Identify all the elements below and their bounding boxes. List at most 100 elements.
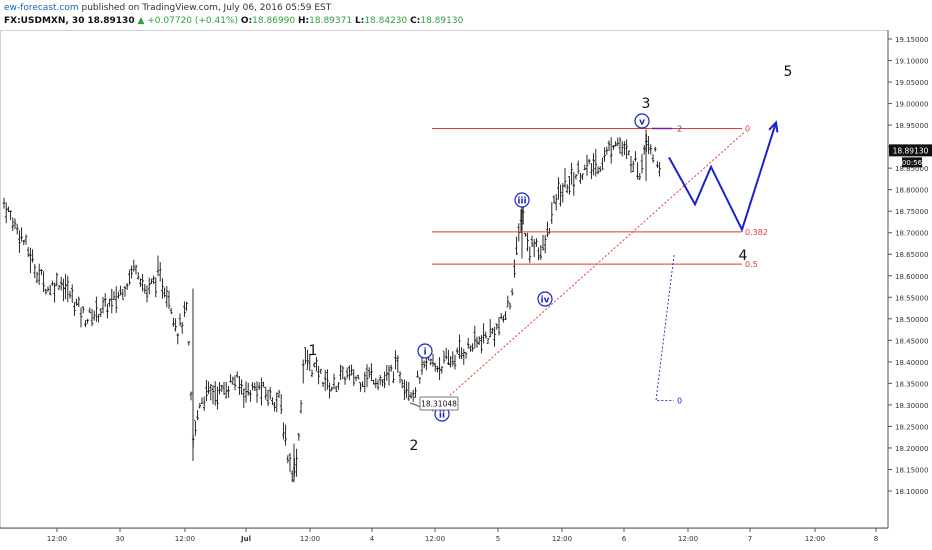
ohlc-bar: [462, 348, 466, 365]
ohlc-bar: [143, 284, 147, 294]
price-tag-label: 18.89130: [893, 146, 929, 155]
ohlc-bar: [15, 223, 19, 235]
high-label: H:: [298, 16, 310, 26]
ohlc-bar: [211, 385, 215, 405]
ohlc-bar: [387, 365, 391, 386]
ohlc-bar: [222, 381, 226, 396]
ohlc-bar: [310, 369, 314, 378]
ohlc-bar: [121, 289, 125, 300]
wave-circle: [634, 113, 650, 129]
x-tick-label: 7: [748, 535, 752, 543]
x-tick-label: 12:00: [425, 535, 445, 543]
ohlc-bar: [367, 367, 371, 378]
ohlc-bar: [629, 155, 633, 173]
ohlc-bar: [506, 295, 510, 308]
ohlc-bar: [271, 397, 274, 405]
price-change: +0.07720 (+0.41%): [147, 16, 239, 26]
x-tick-label: 30: [116, 535, 125, 543]
x-tick-label: 12:00: [678, 535, 698, 543]
ohlc-bar: [323, 370, 327, 391]
projection-tag: 2: [677, 125, 682, 134]
ohlc-bar: [198, 402, 202, 409]
ohlc-bar: [51, 280, 54, 286]
ohlc-bar: [334, 385, 338, 393]
ohlc-bar: [640, 154, 644, 174]
ohlc-bar: [365, 364, 369, 388]
ohlc-bar: [590, 162, 593, 179]
ohlc-bar: [444, 347, 448, 360]
ohlc-bar: [227, 385, 230, 398]
ohlc-bar: [224, 381, 228, 399]
ohlc-bar: [486, 337, 490, 345]
ohlc-bar: [268, 387, 272, 400]
ohlc-bar: [319, 368, 323, 375]
ohlc-bar: [139, 278, 142, 287]
ohlc-bar: [339, 364, 342, 381]
ohlc-bar: [607, 140, 611, 151]
ohlc-bar: [658, 162, 661, 177]
ohlc-bar: [422, 360, 426, 369]
ohlc-bar: [515, 236, 518, 256]
ohlc-bar: [557, 177, 560, 200]
wave-label-major: 3: [642, 96, 651, 112]
wave-label-major: 4: [739, 248, 748, 264]
ohlc-bar: [130, 265, 133, 279]
ohlc-bar: [288, 453, 292, 473]
ohlc-bar: [275, 392, 279, 413]
ohlc-bar: [22, 239, 26, 245]
x-tick-label: 4: [370, 535, 375, 543]
ohlc-bar: [257, 382, 261, 391]
x-tick-label: 12:00: [300, 535, 320, 543]
ohlc-bar: [354, 376, 358, 382]
ohlc-bar: [438, 357, 441, 380]
ohlc-bar: [455, 347, 459, 355]
ohlc-bar: [513, 259, 516, 278]
ohlc-bar: [306, 349, 309, 371]
ohlc-bar: [471, 343, 474, 352]
ohlc-bar: [383, 371, 386, 389]
ohlc-bar: [117, 291, 120, 299]
ohlc-bar: [95, 296, 98, 322]
timer-tag-label: 00:56: [902, 159, 923, 167]
ohlc-bar: [601, 157, 604, 170]
projection-path: [668, 122, 777, 233]
ohlc-bar: [75, 298, 78, 306]
ohlc-bar: [411, 389, 415, 402]
ohlc-bar: [400, 379, 404, 389]
wave-label-major: 5: [784, 64, 793, 80]
ohlc-bar: [297, 433, 301, 441]
ohlc-bar: [554, 194, 558, 211]
ohlc-bar: [145, 285, 149, 303]
ohlc-bar: [581, 173, 584, 180]
ohlc-bar: [440, 366, 444, 374]
ohlc-bar: [609, 137, 613, 164]
y-tick-label: 18.70000: [895, 230, 928, 238]
y-tick-label: 18.30000: [895, 402, 928, 410]
ohlc-bar: [603, 147, 606, 162]
ohlc-bar: [433, 362, 437, 372]
ohlc-bar: [592, 153, 595, 176]
ohlc-bar: [301, 359, 305, 384]
site-link[interactable]: ew-forecast.com: [4, 3, 79, 13]
ohlc-bar: [46, 286, 50, 292]
y-tick-label: 19.00000: [895, 101, 928, 109]
ohlc-bar: [304, 347, 307, 364]
ohlc-bar: [326, 369, 329, 390]
ohlc-bar: [220, 385, 224, 393]
y-tick-label: 18.45000: [895, 337, 928, 345]
low-value: 18.84230: [364, 16, 408, 26]
wave-label-minor: i: [417, 343, 433, 359]
ohlc-bar: [255, 381, 259, 403]
ohlc-bar: [623, 141, 626, 156]
ohlc-bar: [174, 318, 177, 332]
up-arrow-icon: ▲: [137, 16, 145, 26]
ohlc-bar: [636, 162, 639, 180]
ohlc-bar: [409, 391, 413, 399]
y-tick-label: 18.40000: [895, 359, 928, 367]
fib-level-label: 0: [745, 125, 750, 134]
open-value: 18.86990: [252, 16, 296, 26]
ohlc-bar: [277, 389, 281, 398]
wave-circle-text: ii: [439, 411, 445, 421]
ohlc-bar: [264, 386, 268, 400]
